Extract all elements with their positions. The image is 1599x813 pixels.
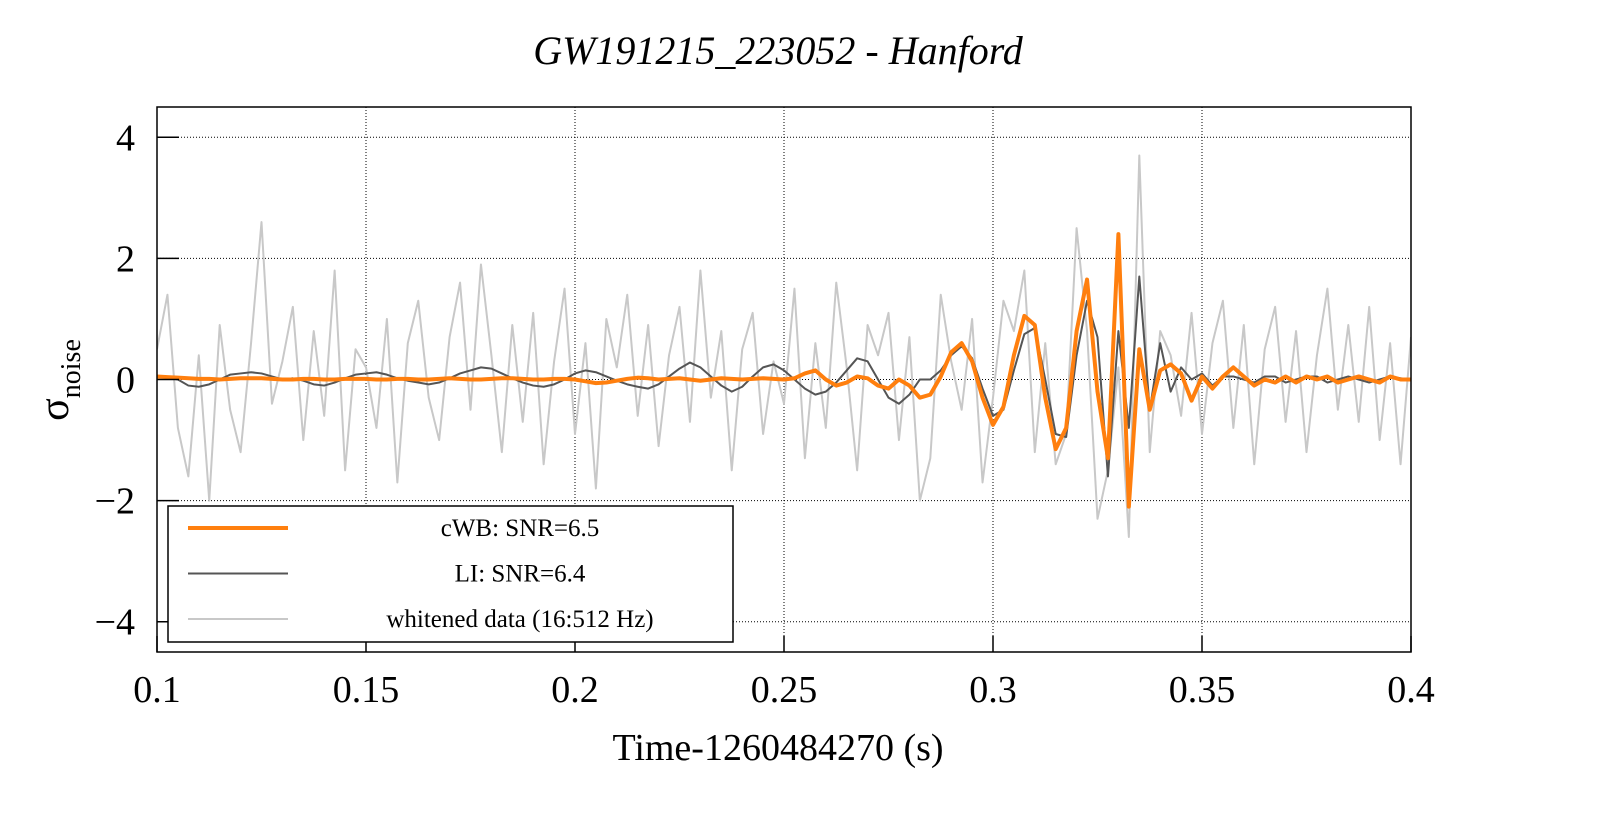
y-axis-subscript: noise	[56, 339, 87, 398]
x-tick-label: 0.35	[1169, 669, 1236, 711]
x-tick-label: 0.1	[133, 669, 181, 711]
x-tick-label: 0.2	[551, 669, 599, 711]
x-axis-label: Time-1260484270 (s)	[612, 727, 943, 769]
series-line	[157, 232, 1411, 509]
y-tick-label: 0	[116, 360, 135, 402]
series-line	[157, 275, 1411, 478]
legend-label: LI: SNR=6.4	[455, 561, 586, 588]
y-axis-label: σnoise	[32, 339, 87, 421]
y-tick-label: −4	[95, 602, 135, 644]
x-tick-label: 0.15	[333, 669, 400, 711]
x-tick-label: 0.3	[969, 669, 1017, 711]
y-tick-label: −2	[95, 481, 135, 523]
legend-label: cWB: SNR=6.5	[441, 515, 600, 542]
y-tick-label: 4	[116, 117, 135, 159]
plot-lines	[157, 154, 1411, 538]
y-axis-symbol: σ	[32, 398, 78, 421]
y-tick-label: 2	[116, 238, 135, 280]
ticks: −4 −2 0 2 4 0.1 0.15 0.2 0.25 0.3 0.35 0.4	[95, 117, 1435, 711]
chart-title: GW191215_223052 - Hanford	[533, 28, 1024, 73]
legend-label: whitened data (16:512 Hz)	[386, 606, 653, 633]
x-tick-label: 0.4	[1387, 669, 1435, 711]
legend: cWB: SNR=6.5 LI: SNR=6.4 whitened data (16…	[167, 505, 734, 643]
x-tick-label: 0.25	[751, 669, 818, 711]
series-line	[157, 154, 1411, 538]
